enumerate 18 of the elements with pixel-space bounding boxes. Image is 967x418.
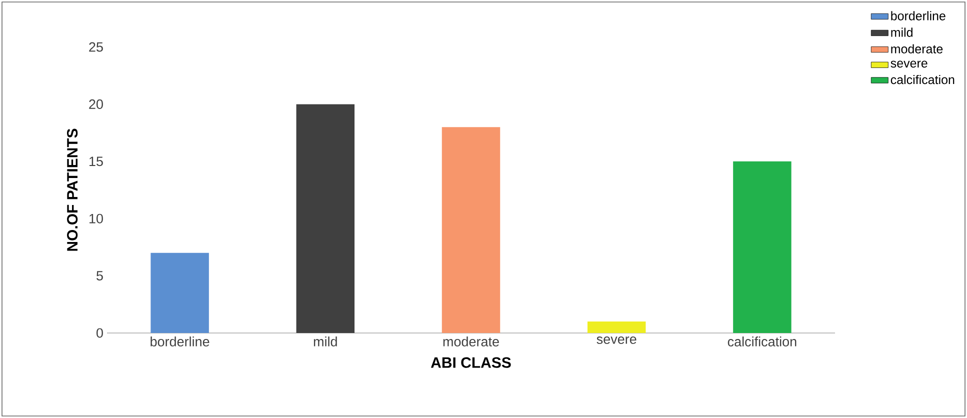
legend-label: moderate (891, 44, 943, 54)
y-tick-label: 15 (89, 156, 103, 166)
x-tick-label: moderate (443, 336, 499, 346)
legend-label: borderline (891, 11, 946, 20)
y-tick-label: 10 (89, 214, 103, 224)
y-tick-label: 5 (96, 271, 103, 280)
y-tick-label: 20 (89, 99, 103, 109)
x-tick-label: mild (314, 336, 337, 346)
y-tick-label: 0 (96, 328, 103, 338)
legend-label: severe (890, 60, 928, 68)
y-axis-title: NO.OF PATIENTS (67, 128, 78, 251)
x-axis-title: ABI CLASS (430, 357, 511, 368)
x-tick-label: borderline (150, 336, 210, 346)
legend-label: mild (891, 28, 912, 37)
x-tick-label: severe (596, 336, 636, 344)
x-tick-label: calcification (728, 336, 796, 346)
y-tick-label: 25 (89, 42, 103, 52)
legend-label: calcification (890, 74, 954, 84)
